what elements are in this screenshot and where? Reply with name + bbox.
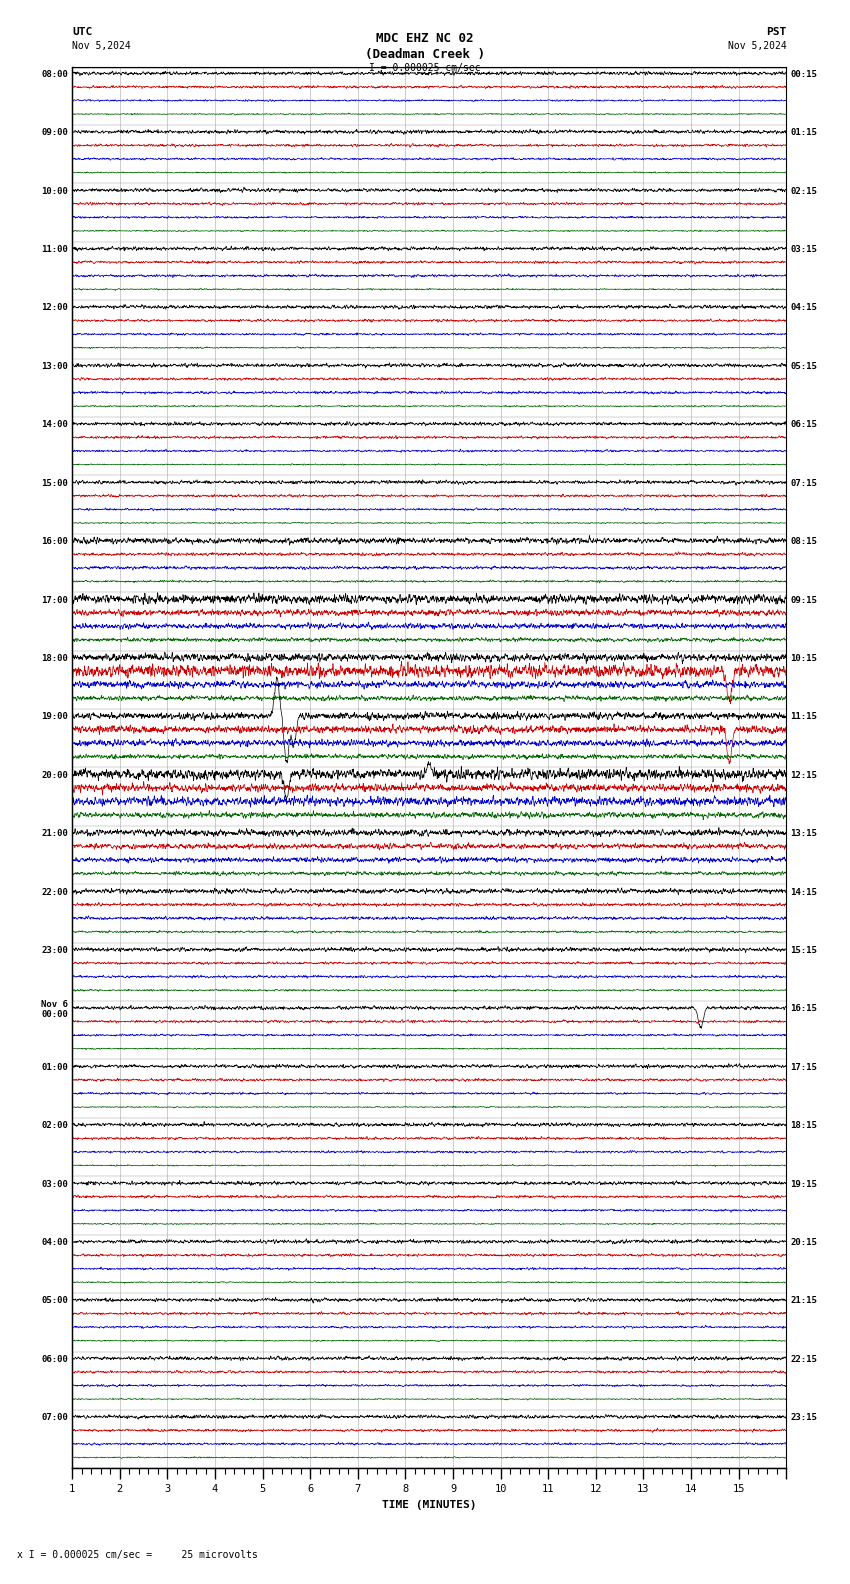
Text: UTC: UTC bbox=[72, 27, 93, 36]
Text: x I = 0.000025 cm/sec =     25 microvolts: x I = 0.000025 cm/sec = 25 microvolts bbox=[17, 1551, 258, 1560]
Text: MDC EHZ NC 02: MDC EHZ NC 02 bbox=[377, 32, 473, 44]
Text: I = 0.000025 cm/sec: I = 0.000025 cm/sec bbox=[369, 63, 481, 73]
Text: (Deadman Creek ): (Deadman Creek ) bbox=[365, 48, 485, 60]
Text: Nov 5,2024: Nov 5,2024 bbox=[72, 41, 131, 51]
Text: PST: PST bbox=[766, 27, 786, 36]
Text: Nov 5,2024: Nov 5,2024 bbox=[728, 41, 786, 51]
X-axis label: TIME (MINUTES): TIME (MINUTES) bbox=[382, 1500, 477, 1510]
